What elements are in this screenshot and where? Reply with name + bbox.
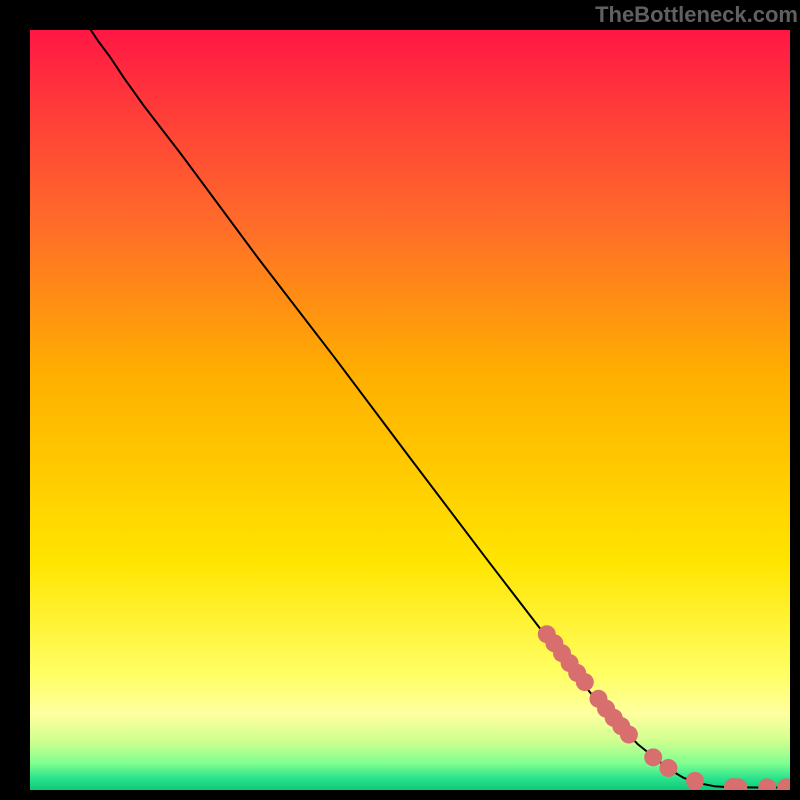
curve-marker bbox=[659, 759, 677, 777]
curve-marker bbox=[576, 673, 594, 691]
watermark-text: TheBottleneck.com bbox=[595, 2, 798, 28]
curve-marker bbox=[758, 778, 776, 790]
curve-marker bbox=[620, 726, 638, 744]
curve-marker bbox=[686, 772, 704, 790]
curve-line bbox=[91, 30, 790, 787]
plot-area bbox=[30, 30, 790, 790]
marker-group bbox=[538, 625, 790, 790]
chart-overlay-svg bbox=[30, 30, 790, 790]
curve-marker bbox=[644, 748, 662, 766]
chart-root: TheBottleneck.com bbox=[0, 0, 800, 800]
curve-marker bbox=[777, 778, 790, 790]
